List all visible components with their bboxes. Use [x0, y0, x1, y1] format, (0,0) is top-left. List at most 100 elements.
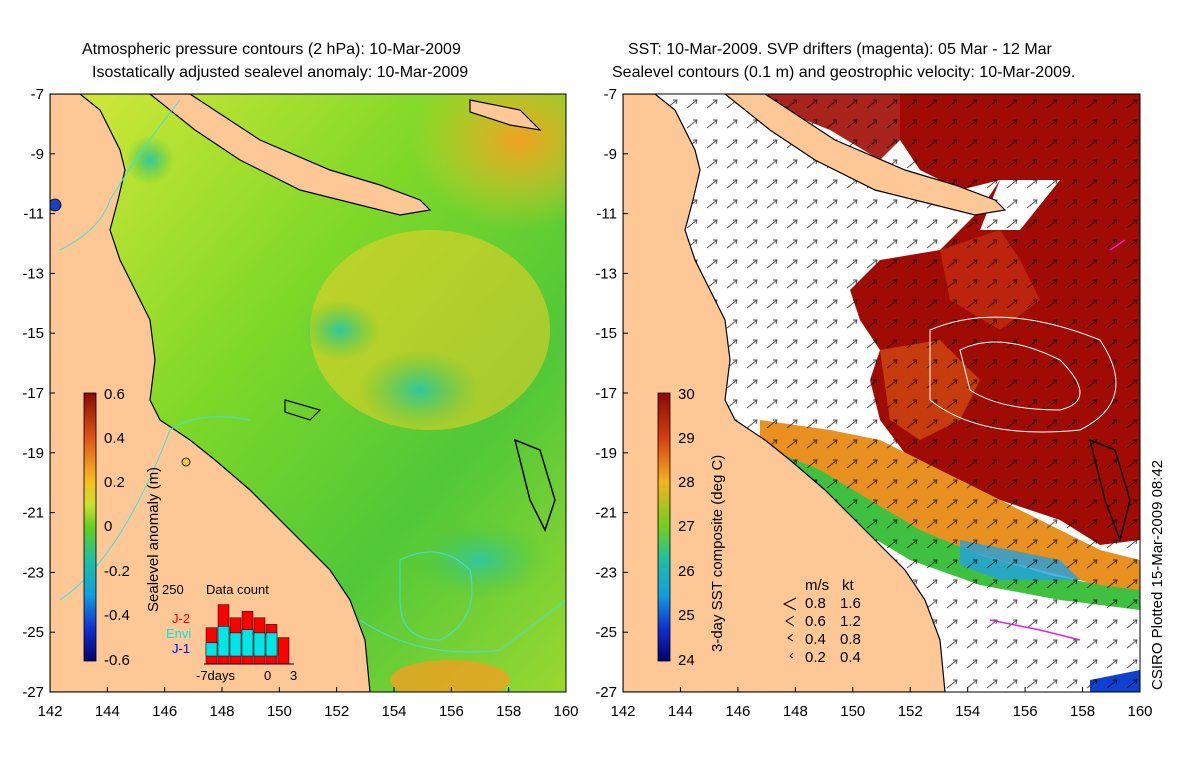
right-y-tick-label: -25	[595, 624, 617, 641]
inset-bar-envi	[205, 642, 218, 657]
velocity-ms: 0.4	[805, 631, 826, 648]
right-x-tick-label: 144	[668, 703, 693, 720]
right-y-tick-label: -19	[595, 445, 617, 462]
png-land-right	[724, 94, 1007, 216]
sst-colorbar-label: 3-day SST composite (deg C)	[709, 455, 726, 652]
png-land	[149, 94, 432, 216]
sst-tick: 30	[678, 386, 695, 403]
right-y-tick-label: -13	[595, 265, 617, 282]
legend-j1: J-1	[172, 641, 190, 656]
left-y-tick-label: -11	[23, 206, 44, 223]
left-y-tick-label: -23	[22, 564, 44, 581]
right-x-tick-label: 160	[1127, 703, 1152, 720]
sst-colorbar	[657, 392, 671, 662]
inset-bar-envi	[253, 632, 266, 657]
anomaly-colorbar	[83, 392, 97, 662]
right-y-tick-label: -27	[595, 684, 617, 701]
velocity-ms: 0.8	[805, 595, 826, 612]
right-x-tick-label: 150	[840, 703, 865, 720]
velocity-arrow-08	[782, 597, 797, 611]
right-y-tick-label: -23	[595, 564, 617, 581]
left-y-tick-label: -19	[22, 445, 44, 462]
left-y-tick-label: -15	[22, 325, 44, 342]
left-y-tick-label: -7	[31, 86, 44, 103]
left-y-tick-label: -17	[22, 385, 44, 402]
right-map	[623, 94, 1140, 692]
anomaly-tick: -0.4	[104, 607, 130, 624]
sst-tick: 25	[678, 607, 695, 624]
credit-text: CSIRO Plotted 15-Mar-2009 08:42	[1149, 460, 1166, 690]
right-x-tick-label: 148	[783, 703, 808, 720]
right-y-tick-label: -9	[604, 146, 617, 163]
left-x-tick-label: 150	[267, 703, 292, 720]
left-y-tick-label: -25	[22, 624, 44, 641]
inset-bars	[205, 604, 290, 665]
left-x-tick-label: 160	[553, 703, 578, 720]
velocity-arrow-04	[787, 633, 794, 642]
right-x-tick-label: 146	[725, 703, 750, 720]
right-x-tick-label: 158	[1070, 703, 1095, 720]
inset-title: Data count	[206, 582, 269, 597]
right-y-tick-label: -17	[595, 385, 617, 402]
right-x-tick-label: 154	[955, 703, 980, 720]
left-x-tick-label: 144	[95, 703, 120, 720]
left-x-tick-label: 146	[152, 703, 177, 720]
inset-bar-envi	[217, 626, 230, 657]
right-y-tick-label: -7	[604, 86, 617, 103]
left-axes: -7 -9 -11 -13 -15 -17 -19 -21 -23 -25 -27 142 144 146…	[22, 86, 578, 720]
left-map	[50, 94, 566, 692]
left-x-tick-label: 142	[37, 703, 62, 720]
anomaly-tick: 0.6	[104, 386, 125, 403]
velocity-ms: 0.2	[805, 649, 826, 666]
velocity-kt: 1.6	[840, 595, 861, 612]
inset-xlabel-mid: 0	[264, 668, 271, 683]
sst-tick: 27	[678, 518, 695, 535]
right-title-line1: SST: 10-Mar-2009. SVP drifters (magenta)…	[628, 41, 1052, 58]
inset-bar-total	[277, 637, 290, 665]
left-x-tick-label: 154	[381, 703, 406, 720]
anomaly-colorbar-label: Sealevel anomaly (m)	[145, 467, 162, 612]
sst-colorbar-ticks: 30 29 28 27 26 25 24	[678, 386, 695, 669]
sst-tick: 28	[678, 474, 695, 491]
left-y-tick-label: -27	[22, 684, 44, 701]
velocity-header-kt: kt	[842, 577, 855, 594]
velocity-ms: 0.6	[805, 613, 826, 630]
australia-land-right	[623, 94, 946, 692]
velocity-arrow-02	[789, 652, 794, 659]
anomaly-tick: 0.2	[104, 474, 125, 491]
inset-ymax: 250	[162, 582, 184, 597]
velocity-kt: 1.2	[840, 613, 861, 630]
sst-tick: 26	[678, 563, 695, 580]
right-x-tick-label: 152	[898, 703, 923, 720]
sst-tick: 24	[678, 652, 695, 669]
left-y-tick-label: -13	[22, 265, 44, 282]
velocity-header-ms: m/s	[805, 577, 829, 594]
inset-xlabel-right: 3	[290, 668, 297, 683]
left-x-tick-label: 148	[209, 703, 234, 720]
inset-xlabel-left: -7days	[196, 668, 236, 683]
right-y-tick-label: -21	[595, 505, 617, 522]
right-title-line2: Sealevel contours (0.1 m) and geostrophi…	[612, 64, 1076, 81]
left-x-tick-label: 156	[439, 703, 464, 720]
left-title-line1: Atmospheric pressure contours (2 hPa): 1…	[82, 41, 461, 58]
right-axes: -7 -9 -11 -13 -15 -17 -19 -21 -23 -25 -27 142 144 146…	[595, 86, 1152, 720]
right-x-tick-label: 156	[1013, 703, 1038, 720]
velocity-arrow-06	[785, 615, 795, 627]
australia-land	[50, 94, 371, 692]
left-y-tick-label: -9	[31, 146, 44, 163]
legend-j2: J-2	[172, 611, 190, 626]
anomaly-colorbar-ticks: 0.6 0.4 0.2 0 -0.2 -0.4 -0.6	[104, 386, 130, 669]
velocity-kt: 0.4	[840, 649, 861, 666]
anomaly-tick: 0	[104, 518, 112, 535]
inset-bar-envi	[241, 629, 254, 657]
anomaly-tick: -0.6	[104, 652, 130, 669]
inset-bar-envi	[229, 632, 242, 657]
velocity-kt: 0.8	[840, 631, 861, 648]
inset-bar-envi	[265, 632, 278, 657]
right-y-tick-label: -11	[596, 206, 617, 223]
sst-tick: 29	[678, 430, 695, 447]
anomaly-tick: -0.2	[104, 563, 130, 580]
data-count-inset: Data count 250 J-2 Envi J-1 -7days 0 3	[162, 582, 297, 683]
right-y-tick-label: -15	[595, 325, 617, 342]
